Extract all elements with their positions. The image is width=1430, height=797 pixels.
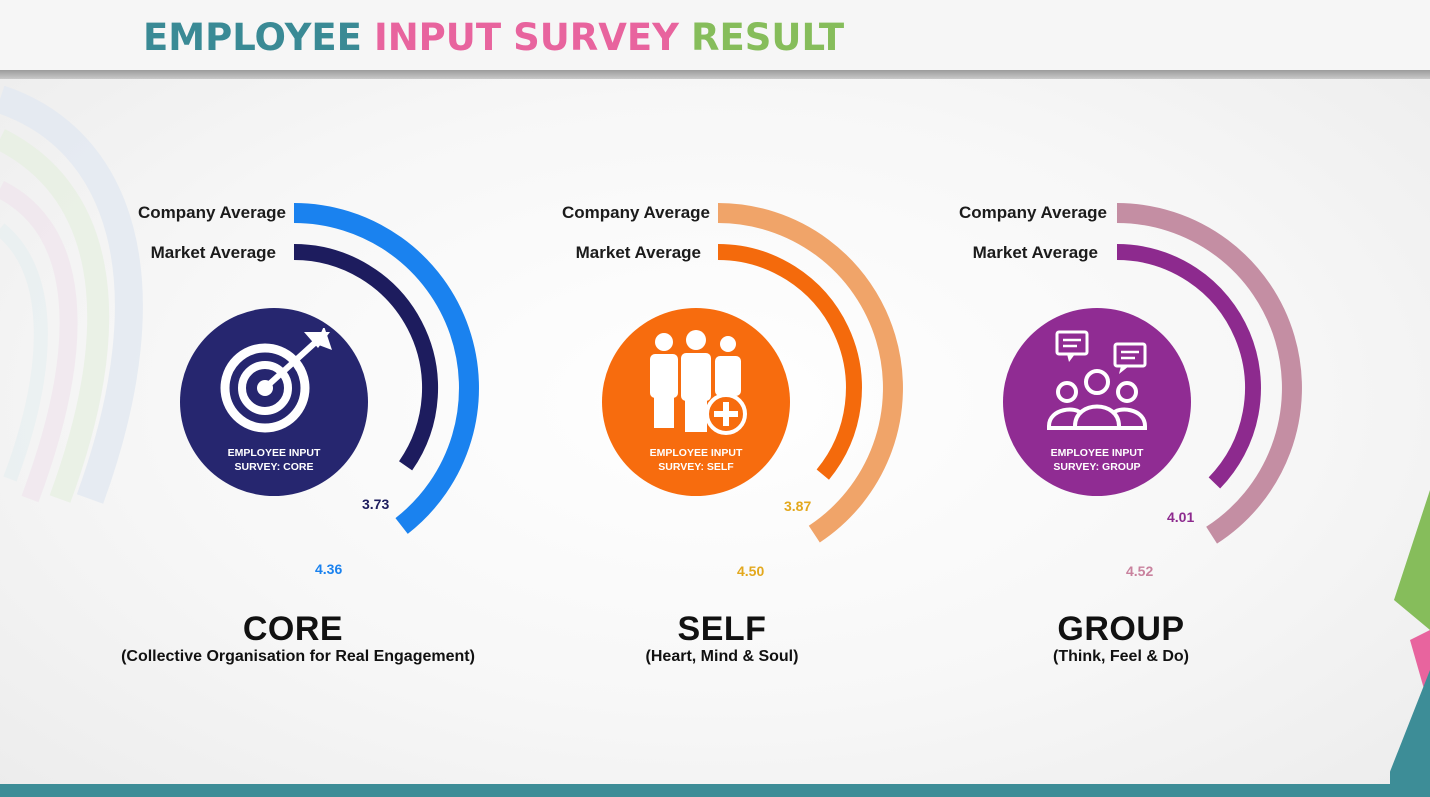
self-category-title: SELF xyxy=(677,610,767,648)
group-category-subtitle: (Think, Feel & Do) xyxy=(1053,648,1189,665)
badge-line-1: EMPLOYEE INPUT xyxy=(1050,447,1144,459)
core-category-subtitle: (Collective Organisation for Real Engage… xyxy=(121,648,475,665)
group-category-title: GROUP xyxy=(1057,610,1185,648)
decorative-corner-shapes xyxy=(1390,490,1430,797)
people-plus-icon xyxy=(650,330,747,435)
page-title: EMPLOYEE INPUT SURVEY RESULT xyxy=(143,14,856,62)
group-company-value: 4.52 xyxy=(1126,563,1154,579)
self-market-value: 3.87 xyxy=(784,498,812,514)
core-category-title: CORE xyxy=(242,610,344,648)
badge-line-2: SURVEY: SELF xyxy=(658,461,734,473)
core-market-value: 3.73 xyxy=(362,496,390,512)
self-badge-circle: EMPLOYEE INPUT SURVEY: SELF xyxy=(602,308,790,496)
target-icon xyxy=(220,328,332,433)
market-average-label: Market Average xyxy=(150,243,276,262)
title-word-survey: SURVEY xyxy=(513,16,679,59)
group-market-average-arc xyxy=(1116,244,1261,489)
market-average-label: Market Average xyxy=(575,243,701,262)
self-category-subtitle: (Heart, Mind & Soul) xyxy=(645,648,799,665)
company-average-label: Company Average xyxy=(958,203,1107,222)
self-company-value: 4.50 xyxy=(737,563,765,579)
footer-bar xyxy=(0,784,1430,797)
group-chat-icon xyxy=(1047,330,1147,430)
self-badge-text: EMPLOYEE INPUT SURVEY: SELF xyxy=(602,446,790,474)
company-average-label: Company Average xyxy=(137,203,286,222)
title-word-input: INPUT xyxy=(373,16,502,59)
group-market-value: 4.01 xyxy=(1167,509,1195,525)
header-bar xyxy=(0,0,1430,72)
badge-line-1: EMPLOYEE INPUT xyxy=(227,447,321,459)
market-average-label: Market Average xyxy=(972,243,1098,262)
decorative-swoosh xyxy=(0,85,143,504)
self-company-average-arc xyxy=(717,203,903,543)
core-badge-text: EMPLOYEE INPUT SURVEY: CORE xyxy=(180,446,368,474)
badge-line-2: SURVEY: GROUP xyxy=(1053,461,1141,473)
badge-line-1: EMPLOYEE INPUT xyxy=(649,447,743,459)
self-market-average-arc xyxy=(717,244,862,480)
group-badge-text: EMPLOYEE INPUT SURVEY: GROUP xyxy=(1003,446,1191,474)
group-badge-circle: EMPLOYEE INPUT SURVEY: GROUP xyxy=(1003,308,1191,496)
group-company-average-arc xyxy=(1116,203,1302,544)
core-badge-circle: EMPLOYEE INPUT SURVEY: CORE xyxy=(180,308,368,496)
core-market-average-arc xyxy=(293,244,439,471)
badge-line-2: SURVEY: CORE xyxy=(234,461,314,473)
core-company-value: 4.36 xyxy=(315,561,343,577)
title-word-result: RESULT xyxy=(690,16,845,59)
core-company-average-arc xyxy=(293,203,479,534)
company-average-label: Company Average xyxy=(561,203,710,222)
header-divider xyxy=(0,70,1430,79)
title-word-employee: EMPLOYEE xyxy=(143,16,362,59)
